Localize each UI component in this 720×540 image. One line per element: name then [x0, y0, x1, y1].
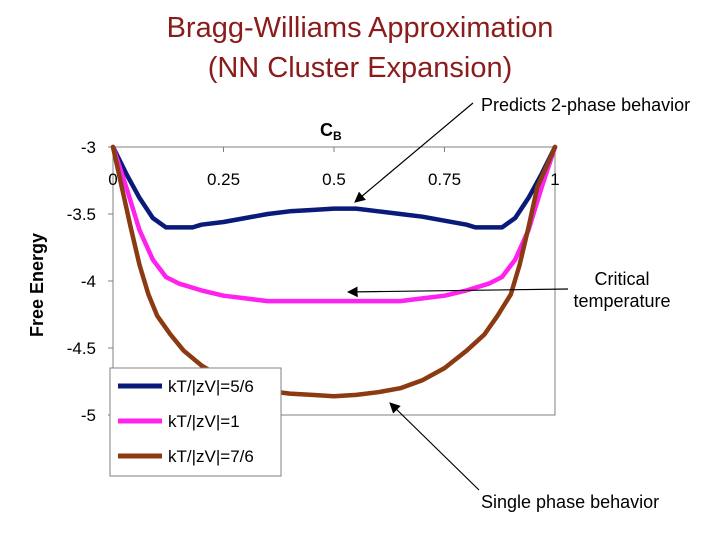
- annotation-critical-temperature: Critical temperature: [560, 268, 684, 312]
- arrow-critical-temperature: [346, 286, 569, 298]
- chart-title: Bragg-Williams Approximation (NN Cluster…: [60, 8, 660, 88]
- x-tick-label: 0: [108, 170, 117, 189]
- x-axis-label-subscript: B: [333, 129, 342, 143]
- legend-label-2: kT/|zV|=1: [168, 412, 240, 431]
- legend: kT/|zV|=5/6 kT/|zV|=1 kT/|zV|=7/6: [109, 367, 282, 477]
- y-tick-label: -4: [81, 272, 96, 291]
- y-tick-label: -3: [81, 138, 96, 157]
- arrow-single-phase: [389, 402, 480, 491]
- chart-title-line1: Bragg-Williams Approximation: [166, 12, 554, 44]
- x-tick-label: 0.25: [207, 170, 240, 189]
- x-tick-label: 0.5: [322, 170, 346, 189]
- x-axis-label-main: C: [320, 120, 333, 140]
- legend-label-3: kT/|zV|=7/6: [168, 447, 254, 466]
- y-axis-label: Free Energy: [27, 233, 47, 337]
- series-line-1: [110, 144, 558, 230]
- annotation-single-phase: Single phase behavior: [481, 492, 660, 512]
- x-axis-label: CB: [320, 120, 342, 143]
- arrow-two-phase: [354, 102, 474, 203]
- y-tick-label: -4.5: [67, 339, 96, 358]
- y-tick-label: -3.5: [67, 205, 96, 224]
- x-tick-label: 1: [550, 170, 559, 189]
- y-tick-label: -5: [81, 406, 96, 425]
- x-tick-label: 0.75: [428, 170, 461, 189]
- series-line-3: [110, 144, 558, 399]
- annotation-critical-line2: temperature: [573, 291, 671, 311]
- legend-label-1: kT/|zV|=5/6: [168, 377, 254, 396]
- series-line-2: [110, 144, 558, 304]
- chart-title-line2: (NN Cluster Expansion): [207, 52, 513, 84]
- annotation-critical-line1: Critical: [594, 269, 650, 289]
- annotation-two-phase: Predicts 2-phase behavior: [481, 95, 691, 115]
